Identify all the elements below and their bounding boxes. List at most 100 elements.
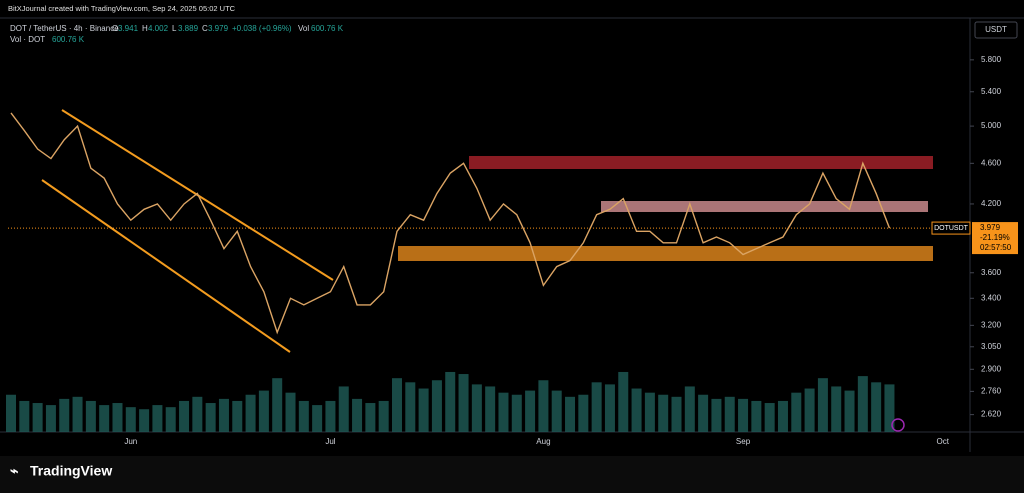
- volume-label: Vol · DOT: [10, 35, 45, 44]
- volume-bar: [445, 371, 456, 432]
- volume-bar: [245, 394, 256, 432]
- ohlc-value: 3.979: [208, 24, 229, 33]
- volume-bar: [711, 398, 722, 432]
- volume-bar: [325, 400, 336, 432]
- symbol-tag: DOTUSDT: [934, 225, 969, 232]
- volume-bar: [125, 407, 136, 432]
- volume-bar: [232, 400, 243, 432]
- brand-logo: ⌁: [10, 463, 18, 479]
- volume-bar: [538, 380, 549, 432]
- ohlc-value: 3.889: [178, 24, 199, 33]
- volume-bar: [751, 400, 762, 432]
- ohlc-key: O: [112, 24, 118, 33]
- volume-bar: [285, 392, 296, 432]
- volume-bar: [165, 407, 176, 432]
- event-icon: [891, 418, 905, 432]
- volume-bar: [565, 396, 576, 432]
- volume-bar: [85, 400, 96, 432]
- symbol-tag-box: [931, 221, 971, 235]
- volume-bar: [498, 392, 509, 432]
- volume-bar: [644, 392, 655, 432]
- volume-bar: [218, 398, 229, 432]
- volume-bar: [525, 390, 536, 432]
- volume-bar: [205, 403, 216, 432]
- volume-bar: [804, 388, 815, 432]
- volume-bar: [405, 382, 416, 432]
- volume-bar: [391, 378, 402, 432]
- countdown-tag: 02:57:50: [980, 243, 1012, 252]
- volume-bar: [298, 400, 309, 432]
- volume-bar: [179, 400, 190, 432]
- volume-bar: [72, 396, 83, 432]
- y-tick-label: 3.600: [981, 268, 1002, 277]
- volume-bar: [99, 405, 110, 432]
- brand: TradingView: [30, 463, 112, 479]
- volume-bar: [338, 386, 349, 432]
- volume-value: 600.76 K: [52, 35, 85, 44]
- volume-bar: [618, 371, 629, 432]
- ohlc-key: L: [172, 24, 177, 33]
- volume-bar: [578, 394, 589, 432]
- price-tag: 3.979: [980, 223, 1001, 232]
- volume-bar: [698, 394, 709, 432]
- volume-bar: [365, 403, 376, 432]
- volume-bar: [485, 386, 496, 432]
- change: +0.038 (+0.96%): [232, 24, 292, 33]
- volume-bar: [777, 400, 788, 432]
- volume-bar: [724, 396, 735, 432]
- volume-bar: [418, 388, 429, 432]
- y-tick-label: 2.900: [981, 364, 1002, 373]
- volume-bar: [551, 390, 562, 432]
- y-tick-label: 5.000: [981, 121, 1002, 130]
- x-tick-label: Jun: [124, 437, 137, 446]
- x-tick-label: Sep: [736, 437, 751, 446]
- y-tick-label: 2.620: [981, 410, 1002, 419]
- ohlc: O 3.941 H 4.002 L 3.889 C 3.979 +0.038 (+0.96%) V…: [112, 24, 344, 33]
- volume-bar: [857, 376, 868, 432]
- volume-bar: [112, 403, 123, 432]
- y-tick-label: 3.400: [981, 293, 1002, 302]
- footer-bar: [0, 456, 1024, 493]
- price-tag-box: [972, 222, 1018, 255]
- volume-bar: [139, 409, 150, 432]
- currency: USDT: [985, 25, 1007, 34]
- volume-bar: [458, 374, 469, 432]
- vol-key: Vol: [298, 24, 309, 33]
- volume-bar: [431, 380, 442, 432]
- volume-bar: [591, 382, 602, 432]
- volume-bar: [684, 386, 695, 432]
- y-tick-label: 2.760: [981, 386, 1002, 395]
- volume-bar: [831, 386, 842, 432]
- plot: [6, 112, 895, 432]
- ohlc-value: 4.002: [148, 24, 169, 33]
- volume-bar: [844, 390, 855, 432]
- volume-bar: [791, 392, 802, 432]
- volume-bar: [511, 394, 522, 432]
- x-tick-label: Jul: [325, 437, 335, 446]
- ohlc-key: C: [202, 24, 208, 33]
- volume-bar: [631, 388, 642, 432]
- symbol: DOT / TetherUS · 4h · Binance: [10, 24, 119, 33]
- vol-value: 600.76 K: [311, 24, 344, 33]
- volume-bar: [738, 398, 749, 432]
- volume-bar: [764, 403, 775, 432]
- volume-bar: [152, 405, 163, 432]
- ohlc-key: H: [142, 24, 148, 33]
- volume-bar: [884, 384, 895, 432]
- volume-bar: [817, 378, 828, 432]
- ohlc-value: 3.941: [118, 24, 139, 33]
- resistance-zone: [469, 156, 933, 169]
- mid-zone: [601, 201, 928, 212]
- volume-bar: [871, 382, 882, 432]
- y-tick-label: 4.600: [981, 158, 1002, 167]
- y-tick-label: 5.800: [981, 55, 1002, 64]
- change-tag: -21.19%: [980, 233, 1010, 242]
- volume-bar: [378, 400, 389, 432]
- x-tick-label: Aug: [536, 437, 550, 446]
- credit: BitXJournal created with TradingView.com…: [8, 4, 236, 13]
- volume-bar: [312, 405, 323, 432]
- volume-bar: [45, 405, 56, 432]
- volume-bar: [471, 384, 482, 432]
- volume-bar: [272, 378, 283, 432]
